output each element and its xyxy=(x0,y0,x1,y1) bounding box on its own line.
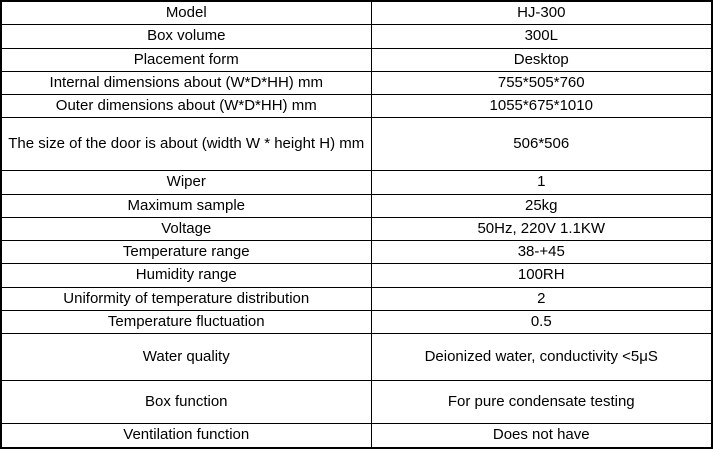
spec-label-cell: Box volume xyxy=(0,24,372,49)
spec-label-cell: Uniformity of temperature distribution xyxy=(0,286,372,311)
spec-label-cell: Placement form xyxy=(0,47,372,72)
spec-label-cell: Water quality xyxy=(0,333,372,381)
spec-value-cell: 50Hz, 220V 1.1KW xyxy=(370,216,713,242)
spec-value-cell: HJ-300 xyxy=(370,0,713,26)
spec-label-cell: Humidity range xyxy=(0,263,372,288)
spec-label-cell: Maximum sample xyxy=(0,193,372,218)
table-row: Box volume 300L xyxy=(0,24,713,49)
table-row: Humidity range 100RH xyxy=(0,263,713,288)
spec-value-cell: 1 xyxy=(370,170,713,195)
spec-value-cell: Desktop xyxy=(370,47,713,72)
spec-value-cell: 100RH xyxy=(370,263,713,288)
table-row: Temperature range 38-+45 xyxy=(0,239,713,265)
spec-label-cell: Internal dimensions about (W*D*HH) mm xyxy=(0,70,372,96)
spec-value-cell: For pure condensate testing xyxy=(370,380,713,424)
spec-label-cell: Model xyxy=(0,0,372,26)
table-row: Uniformity of temperature distribution 2 xyxy=(0,286,713,311)
spec-value-cell: 300L xyxy=(370,24,713,49)
table-row: Placement form Desktop xyxy=(0,47,713,72)
table-row: Internal dimensions about (W*D*HH) mm 755… xyxy=(0,70,713,96)
table-row: Maximum sample 25kg xyxy=(0,193,713,218)
table-row: The size of the door is about (width W *… xyxy=(0,117,713,172)
spec-value-cell: Deionized water, conductivity <5μS xyxy=(370,333,713,381)
spec-value-cell: 755*505*760 xyxy=(370,70,713,96)
spec-value-cell: Does not have xyxy=(370,423,713,448)
table-row: Temperature fluctuation 0.5 xyxy=(0,309,713,335)
spec-label-cell: Temperature range xyxy=(0,239,372,265)
spec-value-cell: 25kg xyxy=(370,193,713,218)
table-row: Outer dimensions about (W*D*HH) mm 1055*6… xyxy=(0,93,713,119)
table-row: Voltage 50Hz, 220V 1.1KW xyxy=(0,216,713,242)
spec-value-cell: 1055*675*1010 xyxy=(370,93,713,119)
spec-label-cell: Temperature fluctuation xyxy=(0,309,372,335)
spec-label-cell: The size of the door is about (width W *… xyxy=(0,117,372,172)
table-row: Water quality Deionized water, conductivi… xyxy=(0,333,713,381)
spec-value-cell: 2 xyxy=(370,286,713,311)
spec-label-cell: Voltage xyxy=(0,216,372,242)
spec-value-cell: 506*506 xyxy=(370,117,713,172)
spec-label-cell: Ventilation function xyxy=(0,423,372,448)
spec-value-cell: 38-+45 xyxy=(370,239,713,265)
spec-label-cell: Wiper xyxy=(0,170,372,195)
spec-label-cell: Box function xyxy=(0,380,372,424)
table-row: Model HJ-300 xyxy=(0,0,713,26)
spec-value-cell: 0.5 xyxy=(370,309,713,335)
table-row: Box function For pure condensate testing xyxy=(0,380,713,424)
spec-label-cell: Outer dimensions about (W*D*HH) mm xyxy=(0,93,372,119)
table-row: Ventilation function Does not have xyxy=(0,423,713,448)
table-row: Wiper 1 xyxy=(0,170,713,195)
